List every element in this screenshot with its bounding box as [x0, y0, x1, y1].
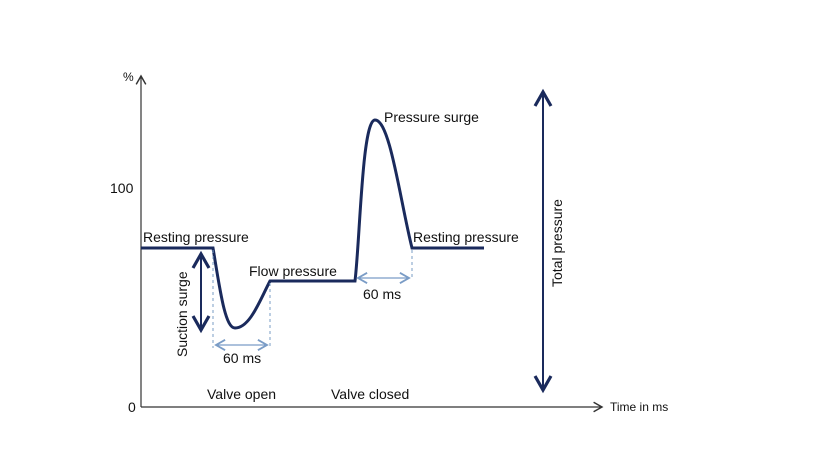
suction-surge-label: Suction surge [174, 271, 190, 357]
pressure-surge-label: Pressure surge [384, 109, 479, 125]
resting-pressure-right-label: Resting pressure [413, 229, 519, 245]
y-tick-0: 0 [128, 399, 136, 415]
resting-pressure-left-label: Resting pressure [143, 229, 249, 245]
total-pressure-label: Total pressure [549, 199, 565, 287]
pressure-curve [141, 118, 484, 330]
valve-open-label: Valve open [207, 386, 277, 402]
y-tick-100: 100 [110, 180, 134, 196]
interval-label-1: 60 ms [223, 350, 262, 366]
x-axis-label: Time in ms [610, 400, 669, 414]
valve-closed-label: Valve closed [331, 386, 410, 402]
interval-label-2: 60 ms [363, 286, 402, 302]
flow-pressure-label: Flow pressure [249, 263, 337, 279]
y-unit-label: % [123, 70, 134, 84]
